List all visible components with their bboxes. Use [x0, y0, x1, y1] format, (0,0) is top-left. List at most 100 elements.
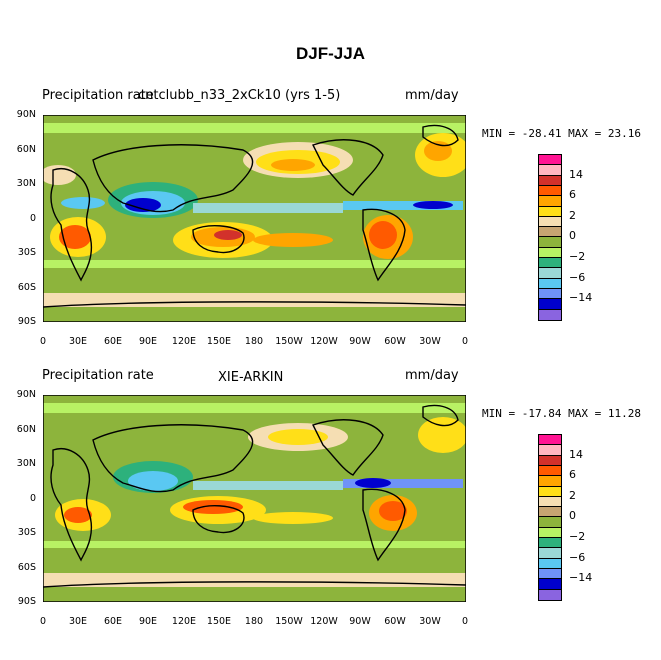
shade-field: [43, 403, 466, 413]
lon-label: 30W: [419, 336, 441, 347]
lon-label: 0: [39, 336, 47, 347]
lat-label: 60S: [17, 562, 36, 573]
lon-label: 60E: [103, 616, 123, 627]
colorbar-label: 0: [569, 229, 576, 243]
lat-label: 90N: [16, 389, 36, 400]
map-svg: [42, 394, 468, 603]
shade-field: [43, 541, 466, 548]
lon-label: 120E: [171, 336, 197, 347]
lon-label: 90E: [138, 336, 158, 347]
shade-field: [424, 141, 452, 161]
map-svg: [40, 114, 471, 323]
shade-field: [413, 201, 453, 209]
panel-observed: Precipitation rate XIE-ARKIN mm/day MIN …: [0, 368, 661, 648]
shade-field: [343, 479, 463, 488]
lon-label: 150W: [275, 336, 303, 347]
lon-label: 60W: [384, 616, 406, 627]
lon-label: 180: [244, 616, 264, 627]
shade-field: [418, 417, 468, 453]
lon-label: 0: [461, 336, 469, 347]
lon-label: 180: [244, 336, 264, 347]
colorbar-label: −14: [569, 571, 593, 585]
shade-field: [43, 293, 466, 307]
colorbar-label: −2: [569, 530, 586, 543]
shade-field: [271, 159, 315, 171]
shade-field: [253, 512, 333, 524]
panel-center-label: XIE-ARKIN: [218, 370, 284, 385]
lat-label: 30S: [17, 527, 36, 538]
shade-field: [64, 507, 92, 523]
colorbar-label: −6: [569, 550, 586, 564]
lon-label: 30E: [68, 336, 88, 347]
shade-field: [214, 230, 242, 240]
precip-map: [40, 114, 471, 323]
colorbar-swatch: [538, 588, 562, 601]
shade-field: [193, 481, 343, 490]
precip-map: [42, 394, 468, 603]
shade-field: [125, 198, 161, 212]
lon-label: 90W: [349, 336, 371, 347]
lat-label: 30N: [16, 178, 36, 189]
lon-label: 90W: [349, 616, 371, 627]
lon-label: 120E: [171, 616, 197, 627]
lon-label: 30E: [68, 616, 88, 627]
shade-field: [379, 501, 407, 521]
shade-field: [369, 221, 397, 249]
colorbar-label: −2: [569, 250, 586, 263]
lon-label: 0: [461, 616, 469, 627]
lon-label: 120W: [310, 336, 338, 347]
colorbar-label: 6: [569, 468, 576, 482]
lon-label: 60W: [384, 336, 406, 347]
lat-label: 90S: [17, 596, 36, 607]
shade-field: [43, 123, 466, 133]
coastlines: [42, 404, 467, 588]
panel-model: Precipitation rate cntclubb_n33_2xCk10 (…: [0, 88, 661, 368]
panel-minmax: MIN = -17.84 MAX = 11.28: [482, 407, 641, 420]
colorbar-label: 2: [569, 488, 576, 502]
lat-label: 60N: [16, 424, 36, 435]
colorbar-swatch: [538, 308, 562, 321]
lat-label: 30S: [17, 247, 36, 258]
shade-field: [43, 260, 466, 268]
shade-field: [59, 225, 91, 249]
map-background: [43, 115, 466, 322]
lon-label: 0: [39, 616, 47, 627]
lat-label: 60N: [16, 144, 36, 155]
lon-label: 120W: [310, 616, 338, 627]
colorbar-label: 2: [569, 208, 576, 222]
panel-left-label: Precipitation rate: [42, 88, 154, 103]
coastlines: [42, 124, 467, 308]
lon-label: 150E: [206, 616, 232, 627]
shade-field: [61, 197, 105, 209]
lon-label: 60E: [103, 336, 123, 347]
shade-field: [253, 233, 333, 247]
panel-units-label: mm/day: [405, 88, 459, 103]
shade-field: [193, 203, 343, 213]
lat-label: 60S: [17, 282, 36, 293]
shade-field: [43, 573, 466, 587]
colorbar-label: 14: [569, 447, 583, 461]
panel-center-label: cntclubb_n33_2xCk10 (yrs 1-5): [138, 88, 341, 103]
panel-left-label: Precipitation rate: [42, 368, 154, 383]
lon-label: 150W: [275, 616, 303, 627]
colorbar-label: 14: [569, 167, 583, 181]
lat-label: 0: [29, 213, 36, 224]
lat-label: 30N: [16, 458, 36, 469]
colorbar-label: 6: [569, 188, 576, 202]
colorbar-label: −14: [569, 291, 593, 305]
lon-label: 150E: [206, 336, 232, 347]
panel-minmax: MIN = -28.41 MAX = 23.16: [482, 127, 641, 140]
lat-label: 0: [29, 493, 36, 504]
shade-field: [355, 478, 391, 488]
lon-label: 30W: [419, 616, 441, 627]
figure-title: DJF-JJA: [296, 44, 365, 63]
shade-field: [128, 471, 178, 491]
lat-label: 90N: [16, 109, 36, 120]
shade-field: [268, 429, 328, 445]
shade-field: [183, 500, 243, 514]
lon-label: 90E: [138, 616, 158, 627]
panel-units-label: mm/day: [405, 368, 459, 383]
shade-field: [343, 201, 463, 210]
lat-label: 90S: [17, 316, 36, 327]
colorbar-label: −6: [569, 270, 586, 284]
